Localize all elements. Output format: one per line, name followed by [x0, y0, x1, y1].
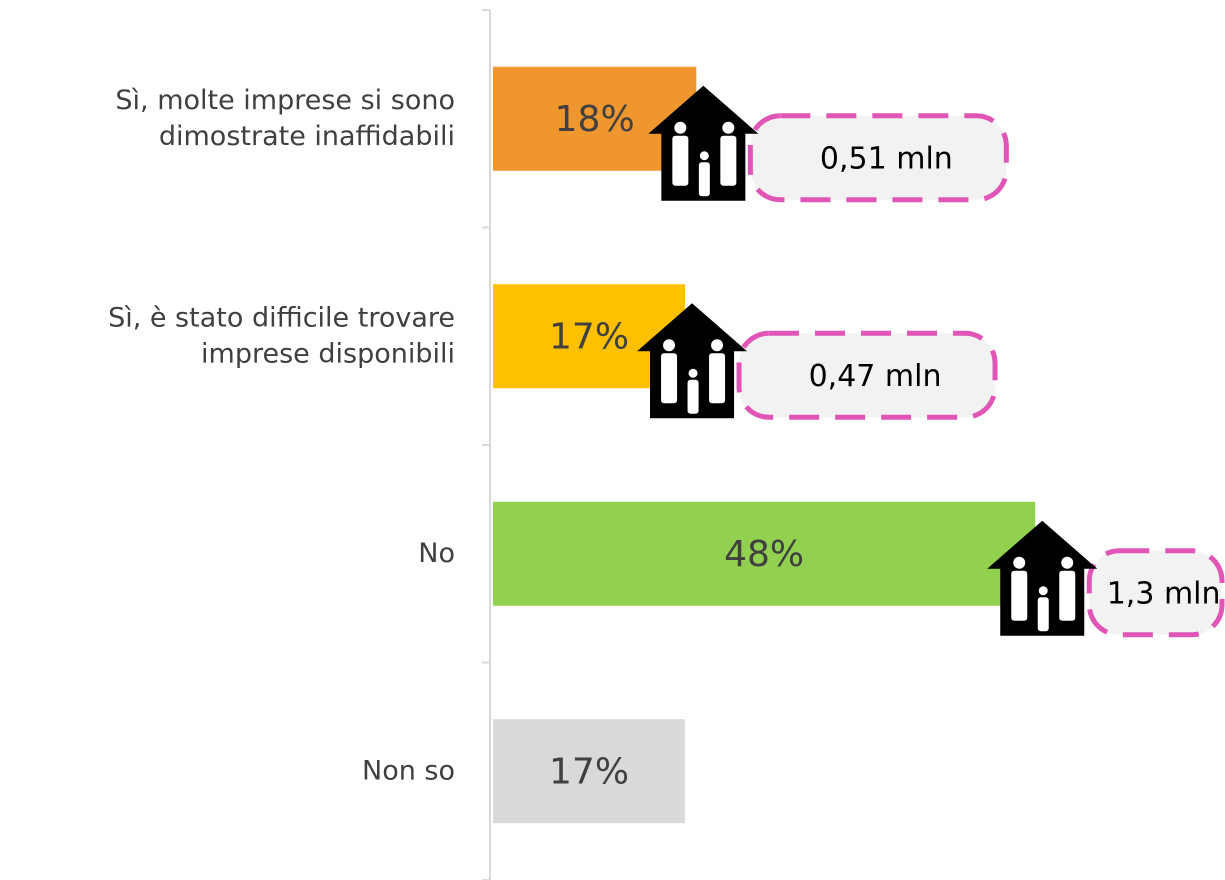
figure-head — [688, 368, 698, 378]
figure-head — [711, 339, 724, 352]
bar-value-label: 17% — [549, 751, 629, 792]
figure-head — [699, 151, 709, 161]
annotation-label: 1,3 mln — [1107, 576, 1221, 611]
figure-body — [1037, 597, 1049, 632]
annotation-box — [736, 330, 998, 420]
figure-body — [698, 162, 710, 197]
figure-body — [687, 379, 699, 414]
figure-body — [661, 353, 678, 404]
family-icon — [987, 520, 1098, 636]
figure-body — [1059, 570, 1076, 621]
figure-body — [709, 353, 726, 404]
figure-body — [1011, 570, 1028, 621]
family-icon — [648, 85, 759, 201]
category-label: Non so — [362, 755, 455, 786]
annotation-box — [1086, 548, 1225, 638]
figure-head — [1038, 586, 1048, 596]
figure-head — [674, 121, 687, 134]
annotation-label: 0,51 mln — [820, 141, 953, 176]
figure-body — [720, 135, 737, 186]
bar-value-label: 17% — [549, 316, 629, 357]
category-label: Sì, è stato difficile trovare imprese dis… — [108, 302, 455, 369]
figure-head — [1061, 556, 1074, 569]
family-icon — [637, 303, 748, 419]
figure-head — [663, 339, 676, 352]
bar — [493, 719, 686, 824]
category-label: Sì, molte imprese si sono dimostrate inaf… — [115, 84, 455, 151]
bar-value-label: 48% — [724, 534, 804, 575]
figure-head — [722, 121, 735, 134]
bar — [493, 501, 1036, 606]
bar-value-label: 18% — [555, 99, 635, 140]
category-label: No — [418, 537, 455, 568]
figure-head — [1013, 556, 1026, 569]
annotation-label: 0,47 mln — [809, 359, 942, 394]
figure-body — [672, 135, 689, 186]
annotation-box — [747, 113, 1009, 203]
